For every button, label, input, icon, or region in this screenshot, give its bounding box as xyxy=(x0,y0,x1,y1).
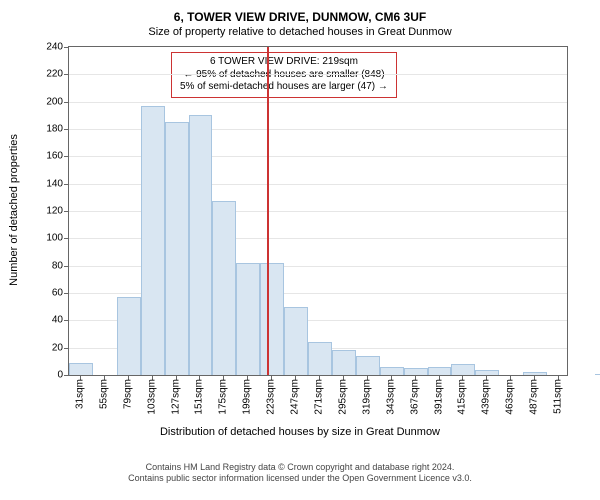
y-tick-label: 220 xyxy=(46,69,63,80)
annotation-line: 6 TOWER VIEW DRIVE: 219sqm xyxy=(180,56,388,69)
footer-line: Contains public sector information licen… xyxy=(0,473,600,484)
annotation-line: 5% of semi-detached houses are larger (4… xyxy=(180,81,388,94)
y-tick xyxy=(64,156,69,157)
histogram-bar xyxy=(189,115,213,375)
histogram-bar xyxy=(523,372,547,375)
x-tick-label: 79sqm xyxy=(122,379,133,409)
histogram-bar xyxy=(404,368,428,375)
x-tick-label: 439sqm xyxy=(481,379,492,415)
x-tick-label: 487sqm xyxy=(529,379,540,415)
gridline xyxy=(69,102,567,103)
y-tick-label: 240 xyxy=(46,42,63,53)
x-tick-label: 391sqm xyxy=(433,379,444,415)
y-tick xyxy=(64,266,69,267)
y-tick-label: 100 xyxy=(46,233,63,244)
x-tick-label: 223sqm xyxy=(266,379,277,415)
x-tick-label: 343sqm xyxy=(385,379,396,415)
y-tick-label: 60 xyxy=(52,288,63,299)
x-tick-label: 367sqm xyxy=(409,379,420,415)
y-tick xyxy=(64,293,69,294)
y-tick xyxy=(64,211,69,212)
gridline xyxy=(69,74,567,75)
histogram-bar xyxy=(236,263,260,375)
y-tick xyxy=(64,320,69,321)
histogram-bar xyxy=(308,342,332,375)
y-tick xyxy=(64,184,69,185)
footer-line: Contains HM Land Registry data © Crown c… xyxy=(0,462,600,473)
histogram-bar xyxy=(212,201,236,375)
x-tick-label: 463sqm xyxy=(505,379,516,415)
x-tick-label: 415sqm xyxy=(457,379,468,415)
y-tick-label: 0 xyxy=(57,370,63,381)
x-tick-label: 271sqm xyxy=(313,379,324,415)
histogram-bar xyxy=(141,106,165,375)
histogram-bar xyxy=(260,263,284,375)
histogram-bar xyxy=(451,364,475,375)
y-tick xyxy=(64,375,69,376)
y-tick xyxy=(64,102,69,103)
x-tick-label: 199sqm xyxy=(242,379,253,415)
y-tick xyxy=(64,74,69,75)
x-tick-label: 31sqm xyxy=(74,379,85,409)
chart-container: 6, TOWER VIEW DRIVE, DUNMOW, CM6 3UF Siz… xyxy=(0,0,600,500)
x-tick-label: 151sqm xyxy=(194,379,205,415)
x-tick-label: 295sqm xyxy=(337,379,348,415)
x-tick-label: 247sqm xyxy=(290,379,301,415)
y-tick-label: 40 xyxy=(52,315,63,326)
y-tick-label: 200 xyxy=(46,96,63,107)
y-tick xyxy=(64,47,69,48)
page-subtitle: Size of property relative to detached ho… xyxy=(0,26,600,38)
histogram-bar xyxy=(356,356,380,375)
histogram-bar xyxy=(284,307,308,375)
y-tick-label: 120 xyxy=(46,206,63,217)
histogram-bar xyxy=(117,297,141,375)
histogram-bar xyxy=(165,122,189,375)
histogram-bar xyxy=(69,363,93,375)
plot-area: 6 TOWER VIEW DRIVE: 219sqm← 95% of detac… xyxy=(68,46,568,376)
y-tick xyxy=(64,129,69,130)
x-tick-label: 175sqm xyxy=(218,379,229,415)
y-tick-label: 140 xyxy=(46,178,63,189)
histogram-bar xyxy=(380,367,404,375)
x-tick-label: 127sqm xyxy=(170,379,181,415)
y-tick-label: 20 xyxy=(52,342,63,353)
y-tick-label: 80 xyxy=(52,260,63,271)
histogram-bar xyxy=(595,374,600,375)
y-tick xyxy=(64,348,69,349)
y-axis-label: Number of detached properties xyxy=(8,134,20,286)
histogram-bar xyxy=(475,370,499,375)
x-tick-label: 103sqm xyxy=(146,379,157,415)
page-title: 6, TOWER VIEW DRIVE, DUNMOW, CM6 3UF xyxy=(0,10,600,24)
histogram-bar xyxy=(428,367,452,375)
y-tick-label: 180 xyxy=(46,124,63,135)
x-tick-label: 511sqm xyxy=(553,379,564,414)
x-tick-label: 319sqm xyxy=(361,379,372,415)
x-tick-label: 55sqm xyxy=(98,379,109,409)
y-tick-label: 160 xyxy=(46,151,63,162)
marker-line xyxy=(267,47,269,375)
x-axis-label: Distribution of detached houses by size … xyxy=(0,426,600,438)
y-tick xyxy=(64,238,69,239)
histogram-bar xyxy=(332,350,356,375)
footer-attribution: Contains HM Land Registry data © Crown c… xyxy=(0,462,600,485)
